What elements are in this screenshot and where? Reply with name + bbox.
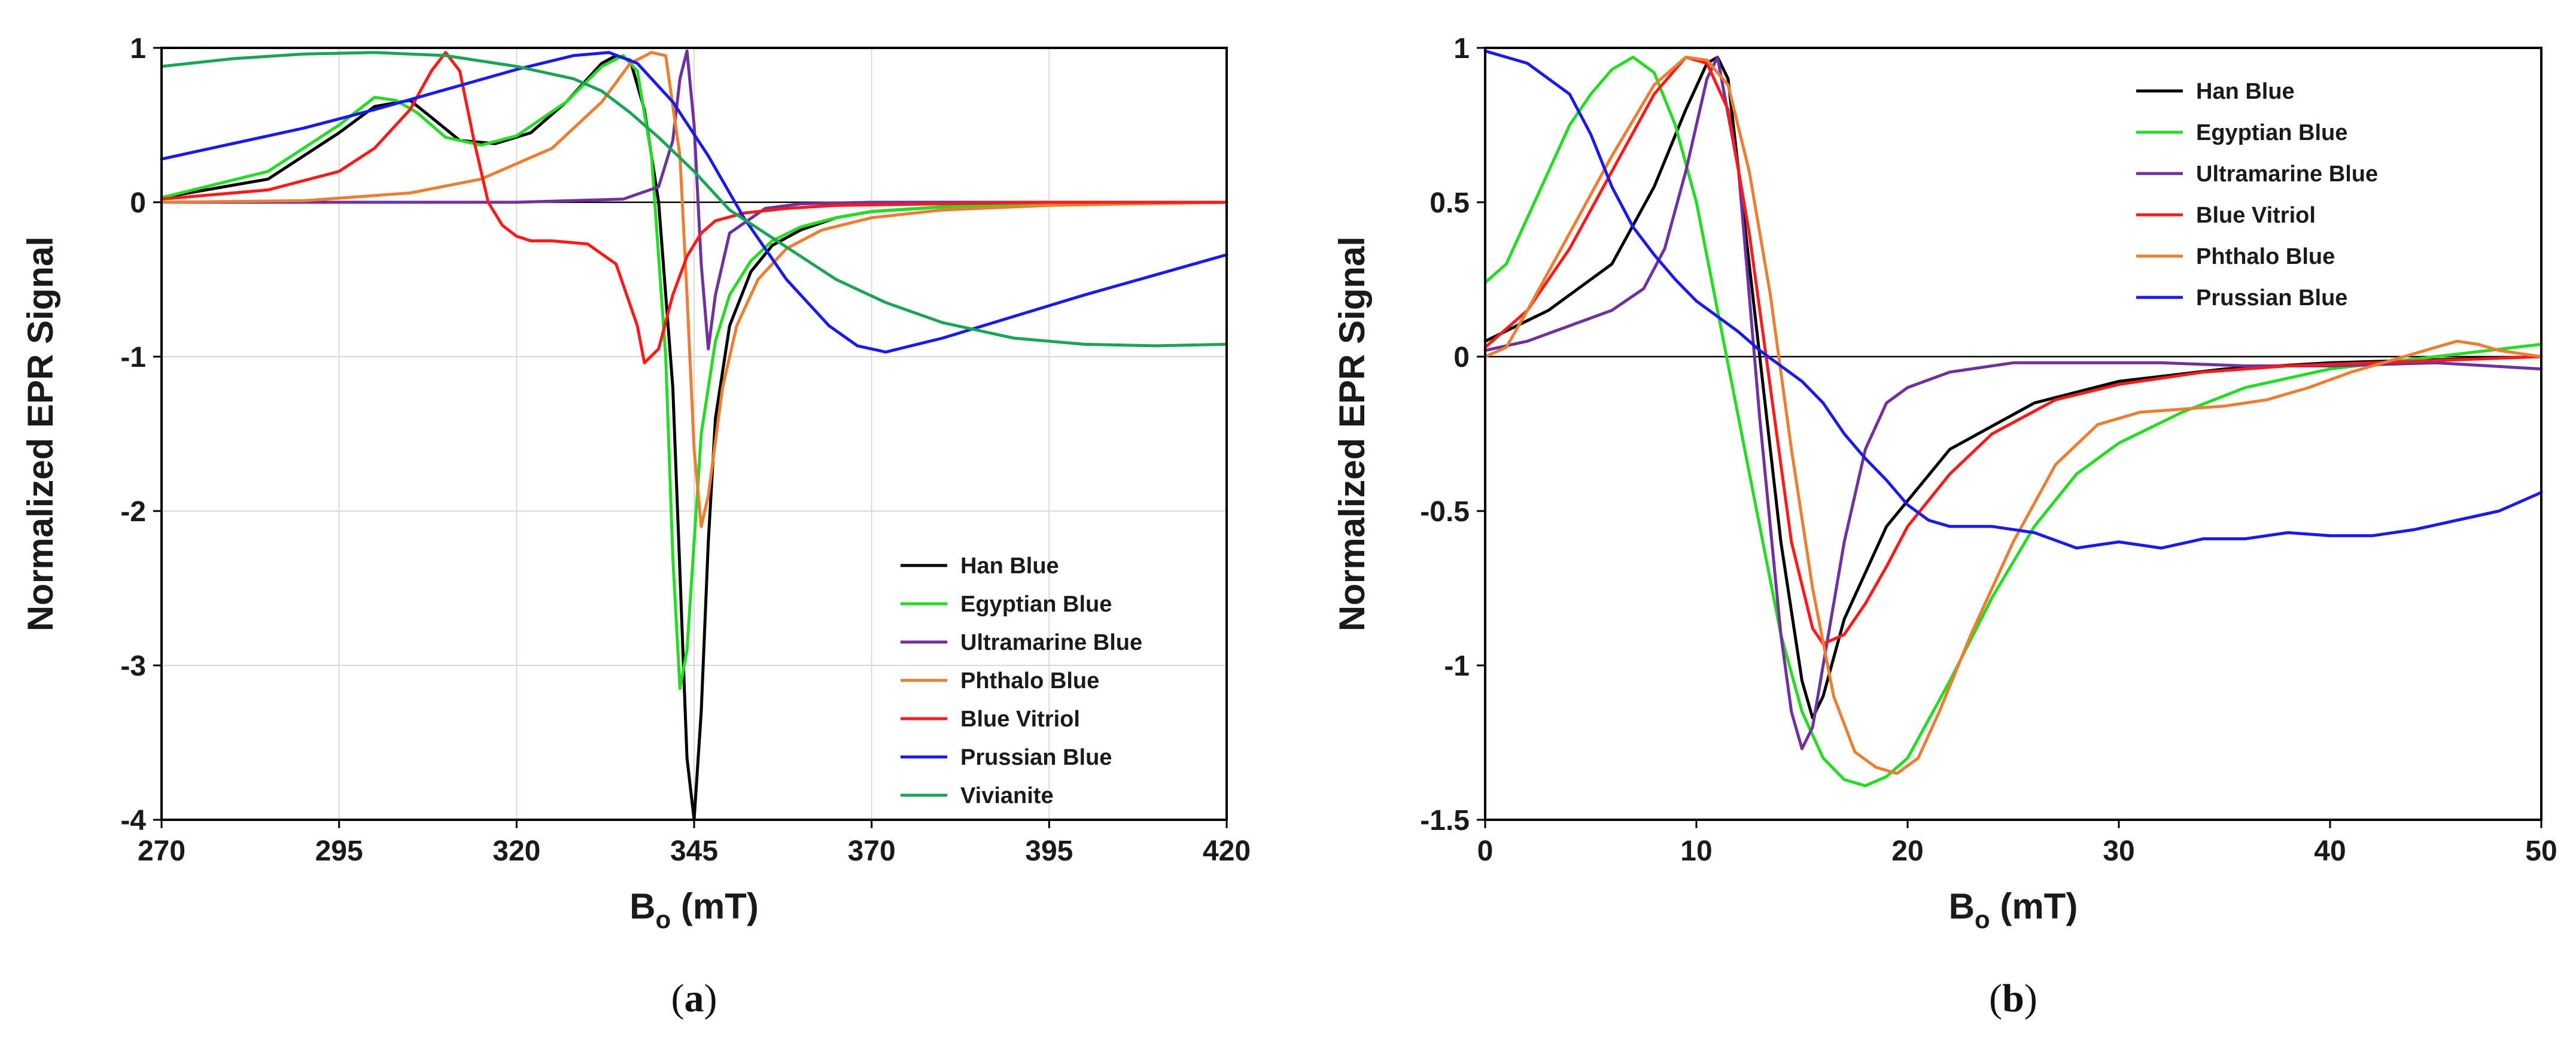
x-tick-label: 10 xyxy=(1680,835,1712,867)
x-axis-title-subscript: o xyxy=(656,905,671,933)
series-line-prussian-blue xyxy=(160,51,1228,354)
panel-label-open: ( xyxy=(671,977,685,1020)
x-axis-title-unit: (mT) xyxy=(1990,886,2078,926)
series-line-ultramarine-blue xyxy=(1483,56,2543,750)
panel-label-close: ) xyxy=(704,977,717,1020)
x-tick-label: 20 xyxy=(1891,835,1923,867)
series-line-prussian-blue xyxy=(1483,49,2543,550)
chart-panel-b: 0 10 20 30 40 50 -1.5 -1 -0.5 0 0.5 1 Normalized EPR… xyxy=(1332,33,2557,1020)
y-tick-label: -1 xyxy=(120,342,146,373)
x-tick-label: 345 xyxy=(670,835,718,867)
legend-label-prussian-blue: Prussian Blue xyxy=(960,745,1112,770)
y-tick-label: -1.5 xyxy=(1420,805,1470,837)
legend: Han Blue Egyptian Blue Ultramarine Blue Pht… xyxy=(901,554,1142,808)
y-tick-label: -4 xyxy=(120,805,146,837)
legend-label-han-blue: Han Blue xyxy=(2196,79,2295,104)
legend-label-prussian-blue: Prussian Blue xyxy=(2196,285,2347,311)
legend-label-han-blue: Han Blue xyxy=(960,554,1059,579)
y-tick-label: -1 xyxy=(1444,650,1470,682)
x-tick-label: 270 xyxy=(138,835,185,867)
x-tick-label: 295 xyxy=(315,835,363,867)
y-tick-label: 0.5 xyxy=(1430,187,1470,219)
x-tick-label: 40 xyxy=(2314,835,2346,867)
series-line-vivianite xyxy=(160,51,1228,348)
y-tick-label: -3 xyxy=(120,650,146,682)
legend-label-egyptian-blue: Egyptian Blue xyxy=(2196,120,2347,145)
series-line-blue-vitriol xyxy=(1483,56,2543,646)
series-line-phthalo-blue xyxy=(1483,56,2543,776)
y-axis-title: Normalized EPR Signal xyxy=(20,236,60,631)
panel-label-letter: a xyxy=(685,977,704,1020)
panel-label-close: ) xyxy=(2024,977,2037,1020)
chart-panel-a: 270 295 320 345 370 395 420 -4 -3 -2 -1 0 1 Normalize… xyxy=(20,33,1251,1020)
x-tick-label: 370 xyxy=(848,835,896,867)
panel-label: (a) xyxy=(671,977,717,1020)
series-line-blue-vitriol xyxy=(160,51,1228,364)
x-axis-title-symbol: B xyxy=(629,886,655,926)
legend: Han Blue Egyptian Blue Ultramarine Blue Blu… xyxy=(2136,79,2378,311)
series-line-han-blue xyxy=(1483,56,2543,720)
legend-label-blue-vitriol: Blue Vitriol xyxy=(2196,203,2316,228)
legend-label-vivianite: Vivianite xyxy=(960,783,1054,808)
legend-label-phthalo-blue: Phthalo Blue xyxy=(2196,244,2335,269)
series-line-han-blue xyxy=(160,54,1228,822)
x-axis-title-subscript: o xyxy=(1975,905,1990,933)
legend-label-phthalo-blue: Phthalo Blue xyxy=(960,668,1099,694)
x-axis-title: Bo (mT) xyxy=(629,886,759,933)
y-tick-label: 1 xyxy=(130,33,146,65)
x-axis-title: Bo (mT) xyxy=(1949,886,2078,933)
plot-frame xyxy=(1484,47,2542,821)
legend-label-egyptian-blue: Egyptian Blue xyxy=(960,592,1112,617)
y-axis-title: Normalized EPR Signal xyxy=(1332,236,1372,631)
y-tick-label: -0.5 xyxy=(1420,496,1470,528)
x-axis-title-symbol: B xyxy=(1949,886,1975,926)
x-tick-label: 320 xyxy=(492,835,540,867)
y-tick-label: 0 xyxy=(1453,342,1470,373)
series-line-egyptian-blue xyxy=(1483,56,2543,787)
panel-label: (b) xyxy=(1989,977,2037,1020)
x-tick-label: 30 xyxy=(2103,835,2134,867)
x-tick-label: 50 xyxy=(2525,835,2557,867)
y-tick-label: 1 xyxy=(1453,33,1470,65)
series-line-egyptian-blue xyxy=(160,54,1228,691)
series-line-phthalo-blue xyxy=(160,51,1228,528)
panel-label-letter: b xyxy=(2002,977,2024,1020)
x-tick-label: 420 xyxy=(1203,835,1251,867)
series-line-ultramarine-blue xyxy=(160,49,1228,351)
x-tick-label: 0 xyxy=(1477,835,1494,867)
x-tick-label: 395 xyxy=(1025,835,1073,867)
y-tick-label: -2 xyxy=(120,496,146,528)
panel-label-open: ( xyxy=(1989,977,2002,1020)
y-tick-label: 0 xyxy=(130,187,146,219)
legend-label-blue-vitriol: Blue Vitriol xyxy=(960,707,1080,732)
x-axis-title-unit: (mT) xyxy=(671,886,759,926)
legend-label-ultramarine-blue: Ultramarine Blue xyxy=(2196,162,2378,187)
legend-label-ultramarine-blue: Ultramarine Blue xyxy=(960,630,1142,655)
